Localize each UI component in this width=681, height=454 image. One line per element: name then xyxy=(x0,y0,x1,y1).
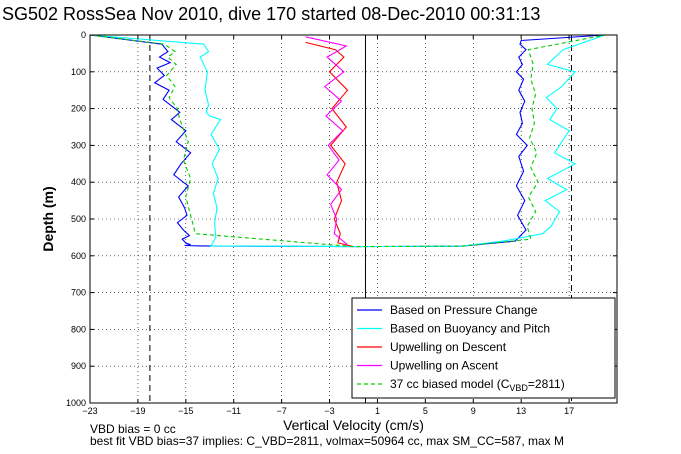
chart-title: SG502 RossSea Nov 2010, dive 170 started… xyxy=(2,4,541,24)
series-line xyxy=(89,34,606,248)
x-tick-label: −3 xyxy=(324,406,334,416)
legend-label: Based on Buoyancy and Pitch xyxy=(390,322,550,336)
y-tick-label: 0 xyxy=(81,30,86,40)
legend-label: 37 cc biased model (CVBD=2811) xyxy=(390,377,565,393)
legend-label: Based on Pressure Change xyxy=(390,303,538,317)
series-line xyxy=(89,34,606,248)
y-tick-label: 1000 xyxy=(66,398,86,408)
y-axis-ticks: 0 100 200 300 400 500 600 700 800 900 1000 xyxy=(66,30,617,408)
x-tick-label: 1 xyxy=(375,406,380,416)
x-tick-label: −15 xyxy=(178,406,193,416)
y-tick-label: 400 xyxy=(71,177,86,187)
x-tick-label: −7 xyxy=(277,406,287,416)
y-tick-label: 900 xyxy=(71,361,86,371)
series-line xyxy=(305,41,354,248)
x-tick-label: 17 xyxy=(564,406,574,416)
y-tick-label: 100 xyxy=(71,67,86,77)
y-axis-label: Depth (m) xyxy=(40,186,56,251)
legend-box xyxy=(351,297,616,399)
x-tick-label: 9 xyxy=(471,406,476,416)
legend-label: Upwelling on Ascent xyxy=(390,359,499,373)
y-tick-label: 800 xyxy=(71,324,86,334)
x-tick-label: −23 xyxy=(82,406,97,416)
series-line xyxy=(89,34,606,248)
y-tick-label: 600 xyxy=(71,251,86,261)
footer-line-1: VBD bias = 0 cc xyxy=(90,422,176,436)
footer-line-2: best fit VBD bias=37 implies: C_VBD=2811… xyxy=(90,434,564,448)
x-tick-label: 5 xyxy=(423,406,428,416)
x-axis-label: Vertical Velocity (cm/s) xyxy=(283,417,424,433)
legend: Based on Pressure Change Based on Buoyanc… xyxy=(351,297,616,399)
y-tick-label: 200 xyxy=(71,104,86,114)
x-tick-label: −11 xyxy=(226,406,241,416)
legend-label: Upwelling on Descent xyxy=(390,340,507,354)
y-tick-label: 700 xyxy=(71,288,86,298)
x-tick-label: 13 xyxy=(516,406,526,416)
series-line xyxy=(305,36,348,246)
x-tick-label: −19 xyxy=(130,406,145,416)
y-tick-label: 300 xyxy=(71,140,86,150)
y-tick-label: 500 xyxy=(71,214,86,224)
x-axis-ticks: −23 −19 −15 −11 −7 −3 1 5 9 13 17 xyxy=(82,35,574,416)
